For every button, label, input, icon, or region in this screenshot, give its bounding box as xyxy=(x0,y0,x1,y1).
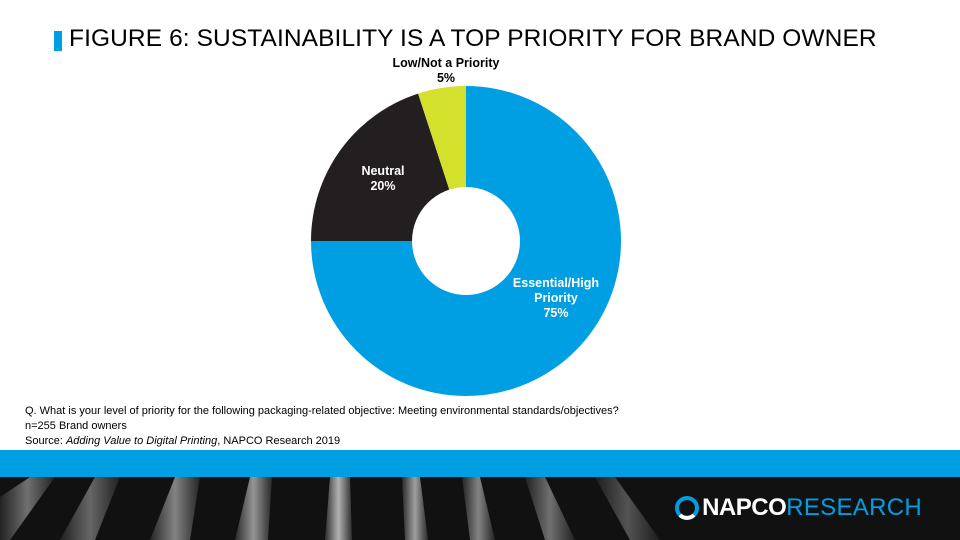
logo-ring-icon xyxy=(675,496,700,520)
slice-label-3: Low/Not a Priority 5% xyxy=(393,56,500,85)
slice-value-label: 75% xyxy=(543,306,568,320)
sample-text: n=255 Brand owners xyxy=(25,420,127,432)
slice-value-label: 5% xyxy=(437,71,455,85)
slice-name-label: Low/Not a Priority xyxy=(393,56,500,70)
footer-light-streaks xyxy=(0,477,660,540)
source-title: Adding Value to Digital Printing xyxy=(65,435,218,447)
slice-name-label: Neutral xyxy=(361,164,404,178)
blue-band xyxy=(0,450,960,477)
slice-value-label: 20% xyxy=(370,179,395,193)
slice-label-2: Neutral 20% xyxy=(361,164,404,193)
slice-label-1: Essential/High Priority 75% xyxy=(513,276,599,320)
title-accent-bar xyxy=(54,31,62,51)
donut-hole xyxy=(412,187,520,295)
footer-band xyxy=(0,477,960,540)
question-text: Q. What is your level of priority for th… xyxy=(25,405,619,417)
napco-research-logo: NAPCO RESEARCH xyxy=(674,493,922,523)
donut-chart: Essential/High Priority 75% Neutral 20% Low/N… xyxy=(311,56,621,396)
slice-name-label: Priority xyxy=(534,291,578,305)
logo-napco: NAPCO xyxy=(702,494,787,521)
chart-notes: Q. What is your level of priority for th… xyxy=(25,404,619,449)
slice-name-label: Essential/High xyxy=(513,276,599,290)
logo-research: RESEARCH xyxy=(786,494,922,521)
source-text: Source: Adding Value to Digital Printing… xyxy=(25,434,619,449)
page-title: FIGURE 6: SUSTAINABILITY IS A TOP PRIORI… xyxy=(69,25,877,52)
source-prefix: Source: xyxy=(25,435,66,447)
source-suffix: , NAPCO Research 2019 xyxy=(217,435,341,447)
